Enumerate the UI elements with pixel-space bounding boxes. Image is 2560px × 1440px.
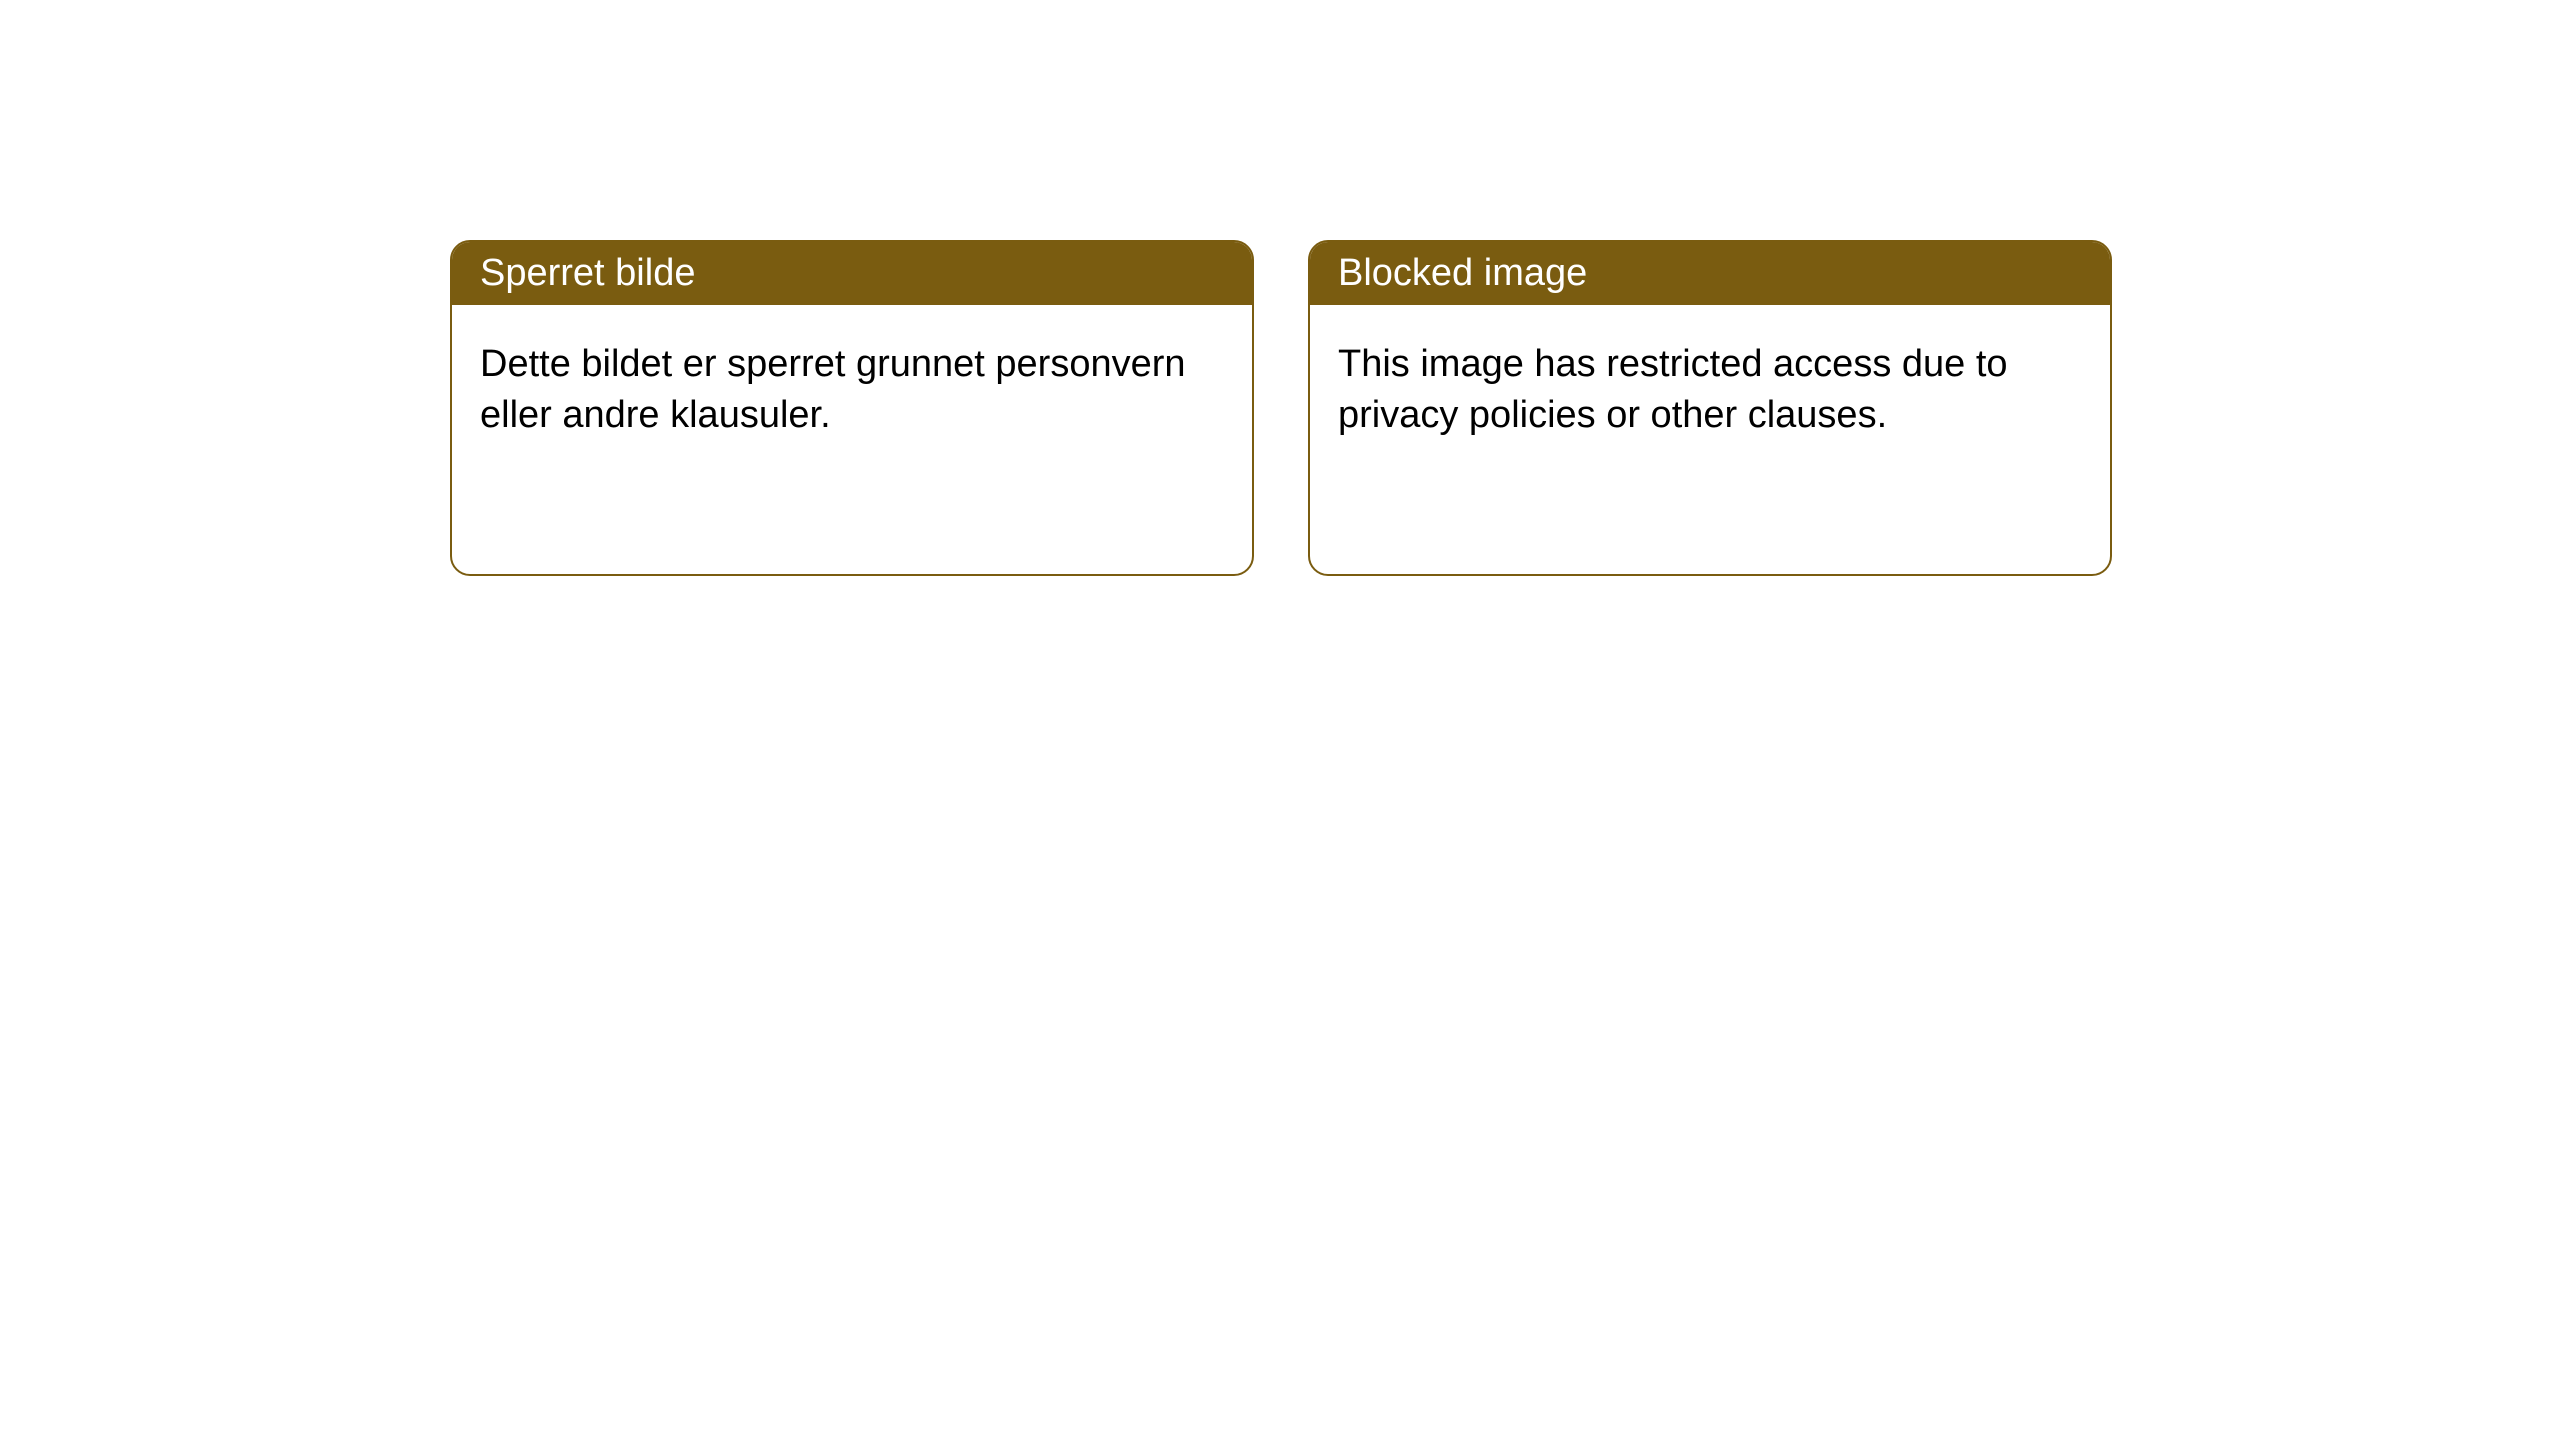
notice-title-english: Blocked image bbox=[1338, 252, 1587, 294]
notice-text-english: This image has restricted access due to … bbox=[1338, 343, 2008, 436]
notice-container: Sperret bilde Dette bildet er sperret gr… bbox=[0, 0, 2560, 576]
notice-card-norwegian: Sperret bilde Dette bildet er sperret gr… bbox=[450, 240, 1254, 576]
notice-header-norwegian: Sperret bilde bbox=[452, 242, 1252, 305]
notice-body-norwegian: Dette bildet er sperret grunnet personve… bbox=[452, 305, 1252, 476]
notice-title-norwegian: Sperret bilde bbox=[480, 252, 695, 294]
notice-header-english: Blocked image bbox=[1310, 242, 2110, 305]
notice-card-english: Blocked image This image has restricted … bbox=[1308, 240, 2112, 576]
notice-body-english: This image has restricted access due to … bbox=[1310, 305, 2110, 476]
notice-text-norwegian: Dette bildet er sperret grunnet personve… bbox=[480, 343, 1186, 436]
